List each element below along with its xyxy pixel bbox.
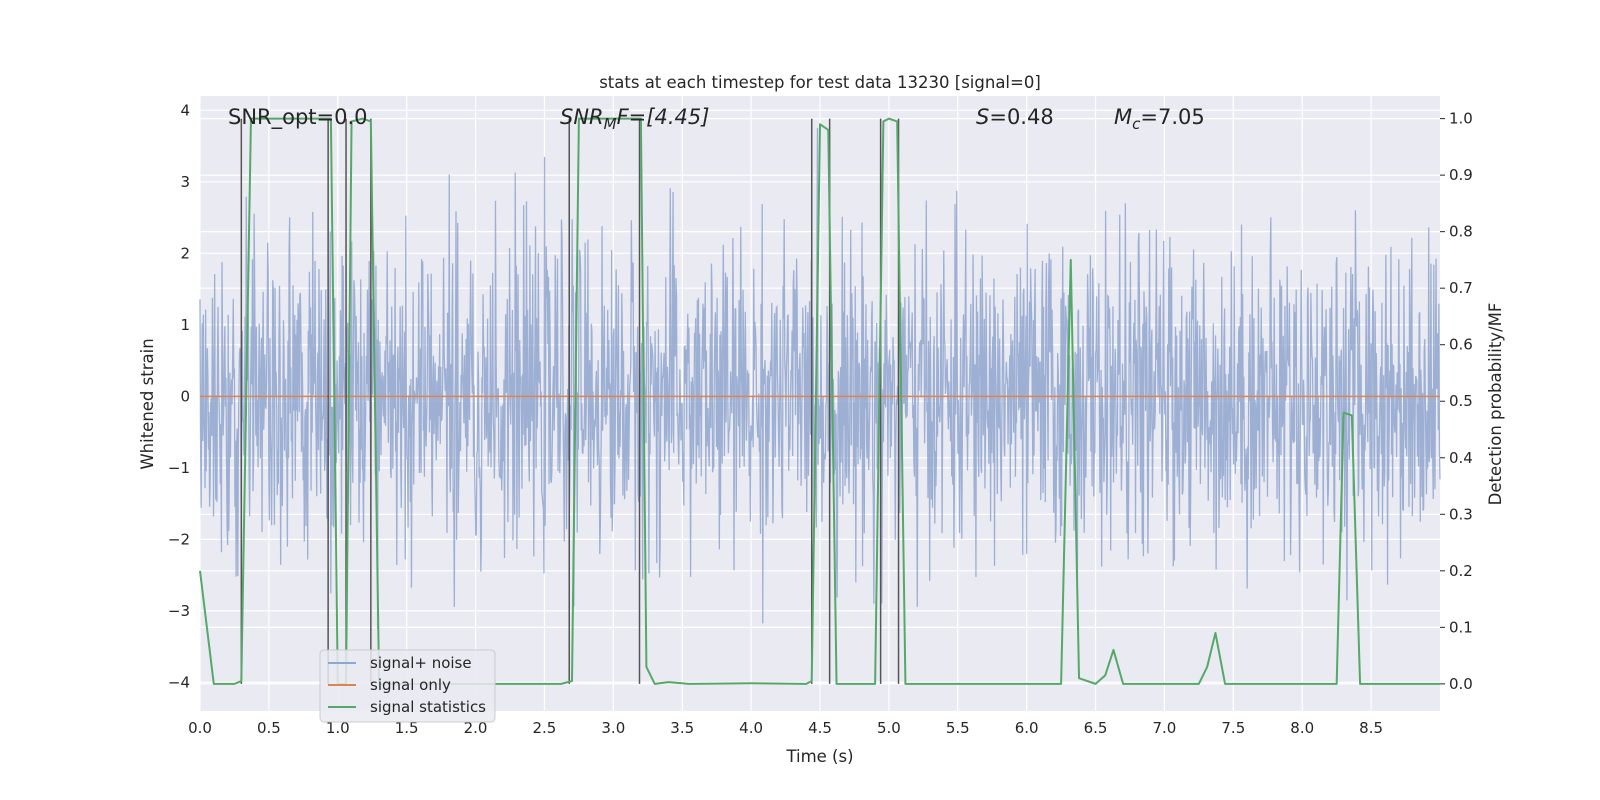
annotation-snr-opt: SNR_opt=0.0 [228, 105, 368, 130]
legend: signal+ noise signal only signal statist… [319, 649, 496, 723]
x-tick-label-0: 0.0 [188, 719, 212, 737]
y-tick-label-right-8: 0.2 [1449, 562, 1473, 580]
annotation-mc-value: =7.05 [1140, 105, 1204, 129]
annotation-snr-mf-sub: M [604, 115, 617, 133]
y-tick-label-left-5: −1 [168, 459, 190, 477]
annotation-mc: Mc=7.05 [1114, 105, 1205, 133]
y-tick-label-left-1: 3 [180, 173, 190, 191]
y-tick-label-right-5: 0.5 [1449, 392, 1473, 410]
x-tick-label-12: 6.0 [1015, 719, 1039, 737]
annotation-s: S=0.48 [976, 105, 1054, 129]
x-tick-label-3: 1.5 [395, 719, 419, 737]
x-tick-label-15: 7.5 [1221, 719, 1245, 737]
y-tick-label-left-4: 0 [180, 387, 190, 405]
x-tick-label-13: 6.5 [1084, 719, 1108, 737]
noise-line [199, 128, 1441, 629]
annotation-mc-sub: c [1132, 115, 1141, 133]
x-tick-label-9: 4.5 [808, 719, 832, 737]
y-tick-label-left-2: 2 [180, 244, 190, 262]
annotation-s-value: =0.48 [989, 105, 1053, 129]
x-tick-label-4: 2.0 [464, 719, 488, 737]
y-tick-label-left-8: −4 [168, 673, 190, 691]
x-tick-label-2: 1.0 [326, 719, 350, 737]
x-tick-label-7: 3.5 [670, 719, 694, 737]
annotation-snr-mf-var: SNR [560, 105, 604, 129]
annotation-snr-mf-tail: F=[4.45] [617, 105, 710, 129]
y-tick-label-right-9: 0.1 [1449, 618, 1473, 636]
y-axis-label-right: Detection probability/MF [1486, 303, 1505, 506]
annotation-s-var: S [976, 105, 989, 129]
legend-label-signal-noise: signal+ noise [370, 654, 472, 672]
x-tick-label-1: 0.5 [257, 719, 281, 737]
x-tick-label-6: 3.0 [601, 719, 625, 737]
x-tick-label-17: 8.5 [1359, 719, 1383, 737]
legend-label-signal-only: signal only [370, 676, 451, 694]
series-signal-noise [199, 128, 1441, 629]
x-tick-label-16: 8.0 [1290, 719, 1314, 737]
x-tick-label-14: 7.0 [1153, 719, 1177, 737]
y-tick-label-right-6: 0.4 [1449, 449, 1473, 467]
y-tick-label-right-10: 0.0 [1449, 675, 1473, 693]
y-tick-labels-left: 4 3 2 1 0 −1 −2 −3 −4 [168, 101, 190, 691]
y-tick-label-left-6: −2 [168, 530, 190, 548]
x-tick-label-10: 5.0 [877, 719, 901, 737]
legend-label-signal-statistics: signal statistics [370, 698, 486, 716]
y-tick-label-right-4: 0.6 [1449, 336, 1473, 354]
y-axis-label-left: Whitened strain [138, 338, 157, 469]
annotation-mc-var: M [1114, 105, 1132, 129]
y-tick-label-right-0: 1.0 [1449, 110, 1473, 128]
y-tick-label-right-3: 0.7 [1449, 279, 1473, 297]
annotation-snr-mf: SNRMF=[4.45] [560, 105, 709, 133]
y-tick-label-left-7: −3 [168, 602, 190, 620]
y-tick-label-right-2: 0.8 [1449, 223, 1473, 241]
vertical-markers [240, 118, 900, 684]
x-tick-label-5: 2.5 [533, 719, 557, 737]
y-tick-label-left-0: 4 [180, 101, 190, 119]
x-tick-label-11: 5.5 [946, 719, 970, 737]
x-tick-labels: 0.0 0.5 1.0 1.5 2.0 2.5 3.0 3.5 4.0 4.5 5.0 5.5 6.0 6… [188, 719, 1383, 737]
y-tick-labels-right: 1.0 0.9 0.8 0.7 0.6 0.5 0.4 0.3 0.2 0.1 0.0 [1440, 110, 1473, 693]
y-tick-label-right-1: 0.9 [1449, 166, 1473, 184]
x-axis-label: Time (s) [785, 747, 853, 766]
chart-title: stats at each timestep for test data 132… [599, 73, 1041, 92]
y-tick-label-right-7: 0.3 [1449, 505, 1473, 523]
y-tick-label-left-3: 1 [180, 316, 190, 334]
x-tick-label-8: 4.0 [739, 719, 763, 737]
legend-frame [319, 649, 496, 723]
